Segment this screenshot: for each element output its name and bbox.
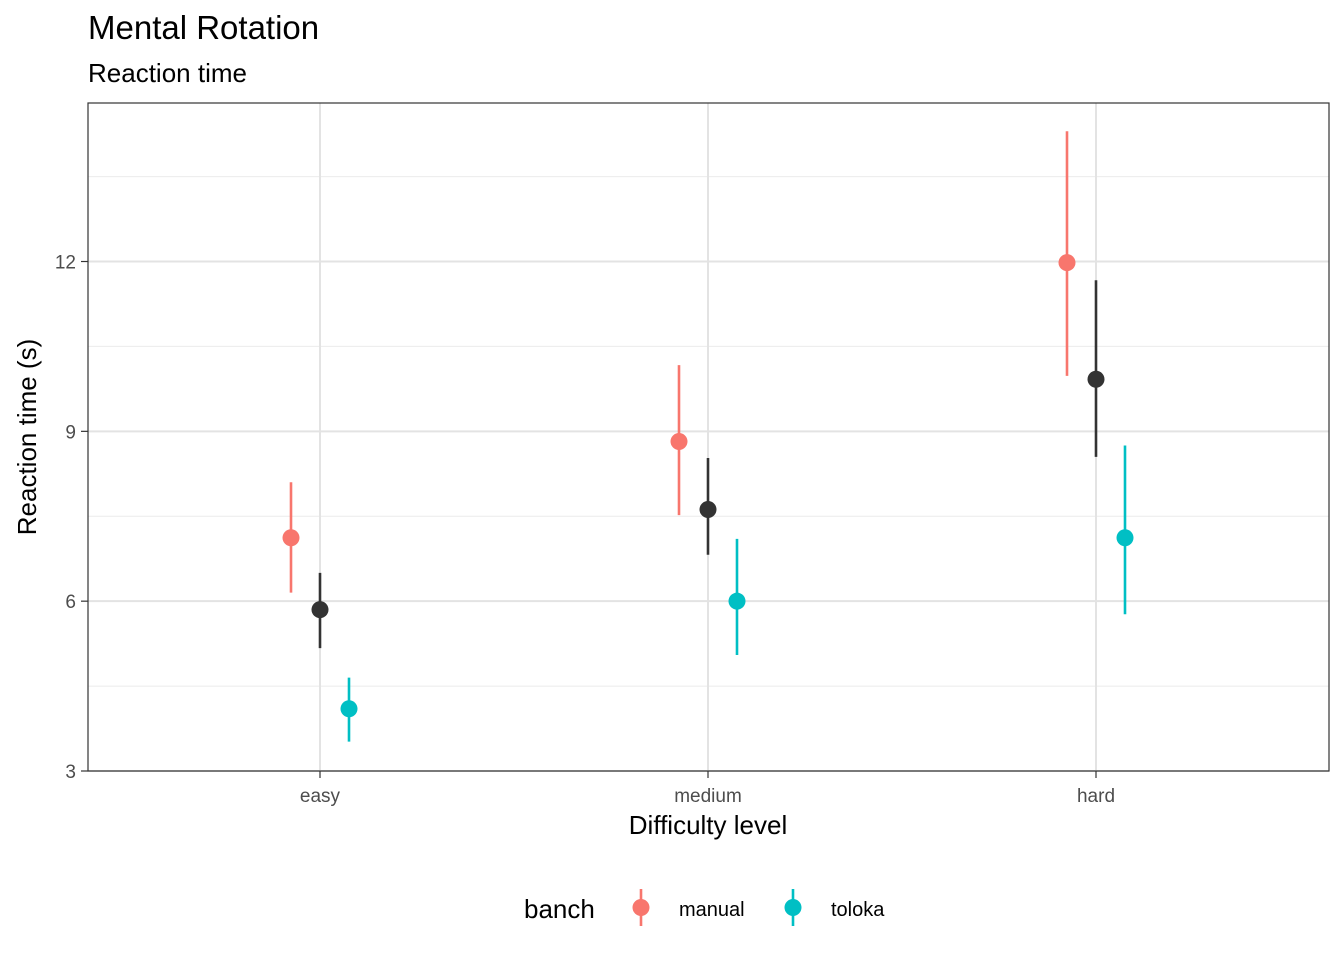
legend-title: banch: [524, 894, 595, 924]
chart-title: Mental Rotation: [88, 9, 320, 46]
data-point: [670, 433, 688, 451]
y-axis-title: Reaction time (s): [12, 339, 42, 536]
data-point: [1058, 254, 1076, 272]
y-tick-label: 9: [65, 422, 76, 443]
axes: 3 6 9 12 easy medium hard: [55, 253, 1115, 807]
data-point: [311, 601, 329, 619]
y-tick-label: 3: [65, 762, 76, 783]
legend-label: manual: [679, 899, 745, 921]
x-tick-label: hard: [1077, 786, 1115, 807]
chart-subtitle: Reaction time: [88, 58, 247, 88]
y-tick-label: 6: [65, 592, 76, 613]
data-layer: [282, 131, 1134, 742]
legend-key-point: [784, 899, 802, 916]
data-point: [728, 592, 746, 610]
data-point: [1087, 370, 1105, 388]
data-point: [1116, 529, 1134, 547]
y-tick-label: 12: [55, 253, 76, 274]
x-tick-label: easy: [300, 786, 341, 807]
legend-label: toloka: [831, 899, 885, 921]
legend: banch manual toloka: [524, 889, 885, 926]
data-point: [282, 529, 300, 547]
x-axis-title: Difficulty level: [629, 810, 787, 840]
x-tick-label: medium: [674, 786, 742, 807]
data-point: [340, 700, 358, 718]
data-point: [699, 500, 717, 518]
legend-key-point: [632, 899, 650, 916]
